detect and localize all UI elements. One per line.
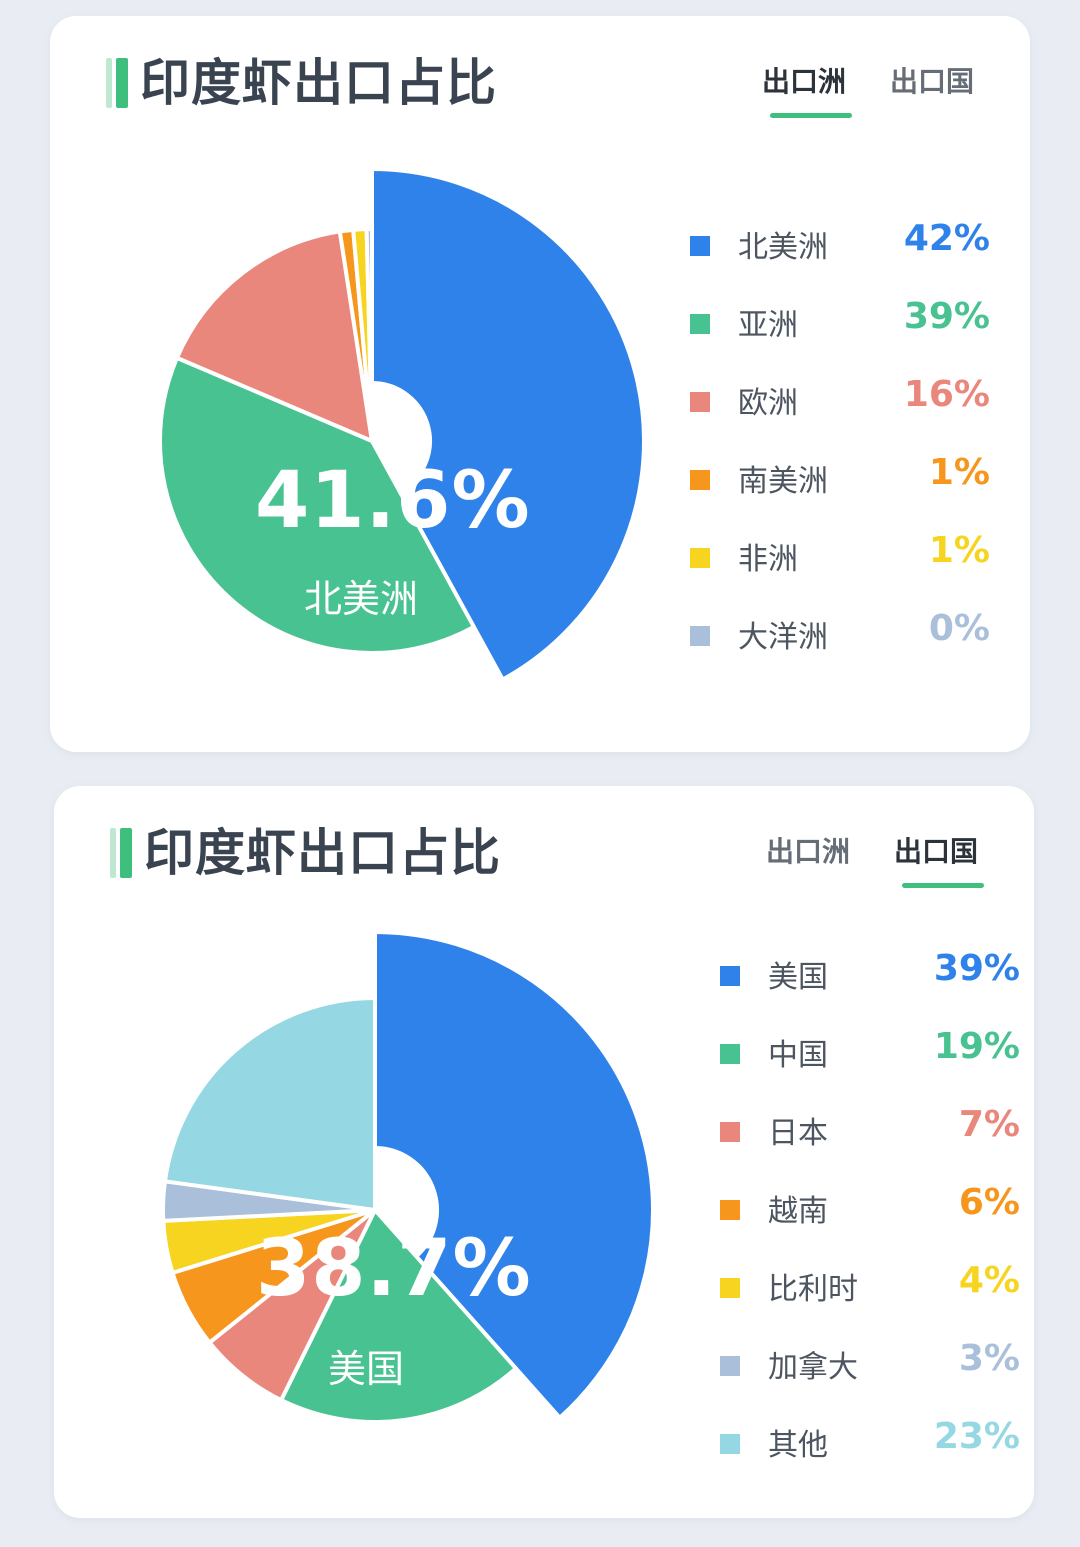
legend-item[interactable]: 亚洲 39%: [690, 292, 990, 370]
tab-country[interactable]: 出口国: [889, 65, 974, 98]
legend-item[interactable]: 大洋洲 0%: [690, 604, 990, 682]
legend-percent: 19%: [933, 1026, 1020, 1067]
legend-percent: 4%: [958, 1260, 1020, 1301]
legend-item[interactable]: 越南 6%: [720, 1178, 1020, 1256]
legend-percent: 23%: [933, 1416, 1020, 1457]
legend-percent: 6%: [958, 1182, 1020, 1223]
legend: 美国 39% 中国 19% 日本 7% 越南 6% 比利时 4% 加拿大 3% 其他 23%: [720, 944, 1020, 1490]
chart-title: 印度虾出口占比: [144, 824, 501, 882]
pie-slice-3[interactable]: [174, 229, 374, 443]
legend-name: 中国: [768, 1038, 828, 1073]
legend-percent: 39%: [933, 948, 1020, 989]
legend-name: 其他: [768, 1428, 828, 1463]
title-accent-bar: [116, 58, 128, 108]
legend-swatch: [720, 1122, 740, 1142]
country-chart-card: 印度虾出口占比 出口洲 出口国 38.7% 美国 美国 39% 中国 19% 日本 7% 越…: [54, 786, 1034, 1518]
legend-item[interactable]: 其他 23%: [720, 1412, 1020, 1490]
legend-item[interactable]: 非洲 1%: [690, 526, 990, 604]
legend-item[interactable]: 欧洲 16%: [690, 370, 990, 448]
legend-item[interactable]: 日本 7%: [720, 1100, 1020, 1178]
legend-name: 大洋洲: [738, 620, 828, 655]
pie-slice-6[interactable]: [364, 226, 374, 443]
title-accent-shadow: [110, 828, 116, 878]
highlight-label: 美国: [328, 1347, 405, 1391]
legend-swatch: [690, 626, 710, 646]
legend-swatch: [690, 392, 710, 412]
legend-percent: 1%: [928, 530, 990, 571]
highlight-value: 38.7%: [256, 1224, 532, 1314]
highlight-value: 41.6%: [255, 456, 531, 546]
pie-chart: [158, 167, 646, 682]
pie-slice-1[interactable]: [373, 930, 655, 1420]
title-accent-shadow: [106, 58, 112, 108]
legend-item[interactable]: 北美洲 42%: [690, 214, 990, 292]
tab-continent[interactable]: 出口洲: [762, 60, 853, 118]
legend-name: 南美洲: [738, 464, 828, 499]
legend-name: 亚洲: [738, 308, 798, 343]
title-accent-bar: [120, 828, 132, 878]
legend-swatch: [690, 314, 710, 334]
legend-percent: 39%: [903, 296, 990, 337]
legend: 北美洲 42% 亚洲 39% 欧洲 16% 南美洲 1% 非洲 1% 大洋洲 0%: [690, 214, 990, 682]
legend-name: 美国: [768, 960, 828, 995]
legend-percent: 42%: [903, 218, 990, 259]
legend-swatch: [720, 1278, 740, 1298]
legend-name: 北美洲: [738, 230, 828, 265]
legend-name: 欧洲: [738, 386, 798, 421]
legend-item[interactable]: 南美洲 1%: [690, 448, 990, 526]
legend-percent: 0%: [928, 608, 990, 649]
pie-chart: [161, 930, 655, 1424]
legend-swatch: [690, 236, 710, 256]
pie-slice-7[interactable]: [162, 996, 377, 1212]
chart-tabs: 出口洲 出口国: [762, 60, 974, 118]
pie-slice-1[interactable]: [370, 167, 646, 682]
tab-continent[interactable]: 出口洲: [765, 835, 850, 868]
legend-item[interactable]: 加拿大 3%: [720, 1334, 1020, 1412]
pie-slice-2[interactable]: [158, 355, 476, 655]
legend-swatch: [720, 1044, 740, 1064]
legend-percent: 7%: [958, 1104, 1020, 1145]
legend-name: 比利时: [768, 1272, 858, 1307]
chart-title: 印度虾出口占比: [140, 54, 497, 112]
legend-item[interactable]: 比利时 4%: [720, 1256, 1020, 1334]
legend-swatch: [720, 1434, 740, 1454]
legend-name: 日本: [768, 1116, 828, 1151]
legend-swatch: [720, 1356, 740, 1376]
legend-name: 非洲: [738, 542, 798, 577]
chart-tabs: 出口洲 出口国: [765, 830, 985, 888]
legend-percent: 3%: [958, 1338, 1020, 1379]
legend-swatch: [720, 1200, 740, 1220]
tab-country[interactable]: 出口国: [894, 830, 985, 888]
legend-swatch: [720, 966, 740, 986]
legend-name: 加拿大: [768, 1350, 858, 1385]
pie-slice-2[interactable]: [279, 1208, 518, 1424]
legend-percent: 16%: [903, 374, 990, 415]
legend-name: 越南: [768, 1194, 828, 1229]
legend-item[interactable]: 美国 39%: [720, 944, 1020, 1022]
legend-item[interactable]: 中国 19%: [720, 1022, 1020, 1100]
legend-swatch: [690, 548, 710, 568]
highlight-label: 北美洲: [304, 577, 419, 621]
legend-percent: 1%: [928, 452, 990, 493]
continent-chart-card: 印度虾出口占比 出口洲 出口国 41.6% 北美洲 北美洲 42% 亚洲 39% 欧洲 1…: [50, 16, 1030, 752]
legend-swatch: [690, 470, 710, 490]
